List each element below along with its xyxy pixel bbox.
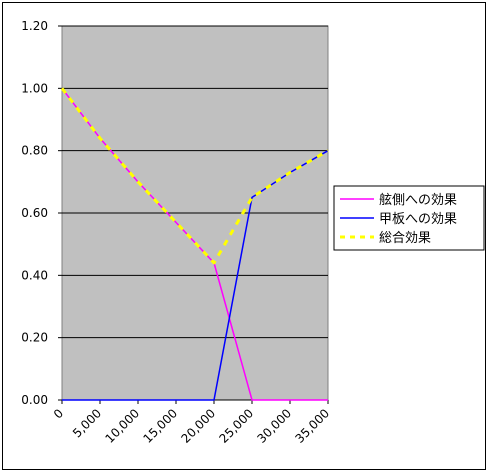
x-tick-label-5: 25,000 [217, 406, 257, 446]
legend-label-1: 甲板への効果 [379, 212, 457, 227]
y-axis-ticks: 0.00 0.20 0.40 0.60 0.80 1.00 1.20 [21, 19, 62, 407]
legend-label-0: 舷側への効果 [379, 192, 457, 208]
gridlines [62, 25, 328, 401]
x-tick-label-3: 15,000 [141, 406, 181, 446]
series-line-1 [62, 150, 329, 401]
y-tick-label-6: 1.20 [21, 19, 48, 33]
x-tick-label-2: 10,000 [103, 406, 143, 446]
x-tick-label-6: 30,000 [255, 406, 295, 446]
series-line-2 [60, 87, 329, 265]
y-tick-label-0: 0.00 [21, 393, 48, 407]
x-tick-label-1: 5,000 [70, 406, 104, 440]
x-tick-label-4: 20,000 [179, 406, 219, 446]
series-layer [60, 87, 329, 401]
x-tick-label-0: 0 [51, 406, 66, 421]
y-tick-label-4: 0.80 [21, 144, 48, 158]
x-tick-label-7: 35,000 [293, 406, 333, 446]
x-axis-ticks: 0 5,00010,00015,00020,00025,00030,00035,0… [51, 399, 333, 446]
legend-label-2: 総合効果 [379, 231, 431, 246]
y-tick-label-5: 1.00 [21, 81, 48, 95]
y-tick-label-3: 0.60 [21, 206, 48, 220]
y-tick-label-2: 0.40 [21, 268, 48, 282]
y-tick-label-1: 0.20 [21, 331, 48, 345]
